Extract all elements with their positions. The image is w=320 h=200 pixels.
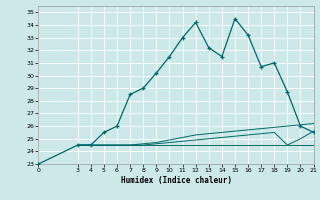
X-axis label: Humidex (Indice chaleur): Humidex (Indice chaleur)	[121, 176, 231, 185]
